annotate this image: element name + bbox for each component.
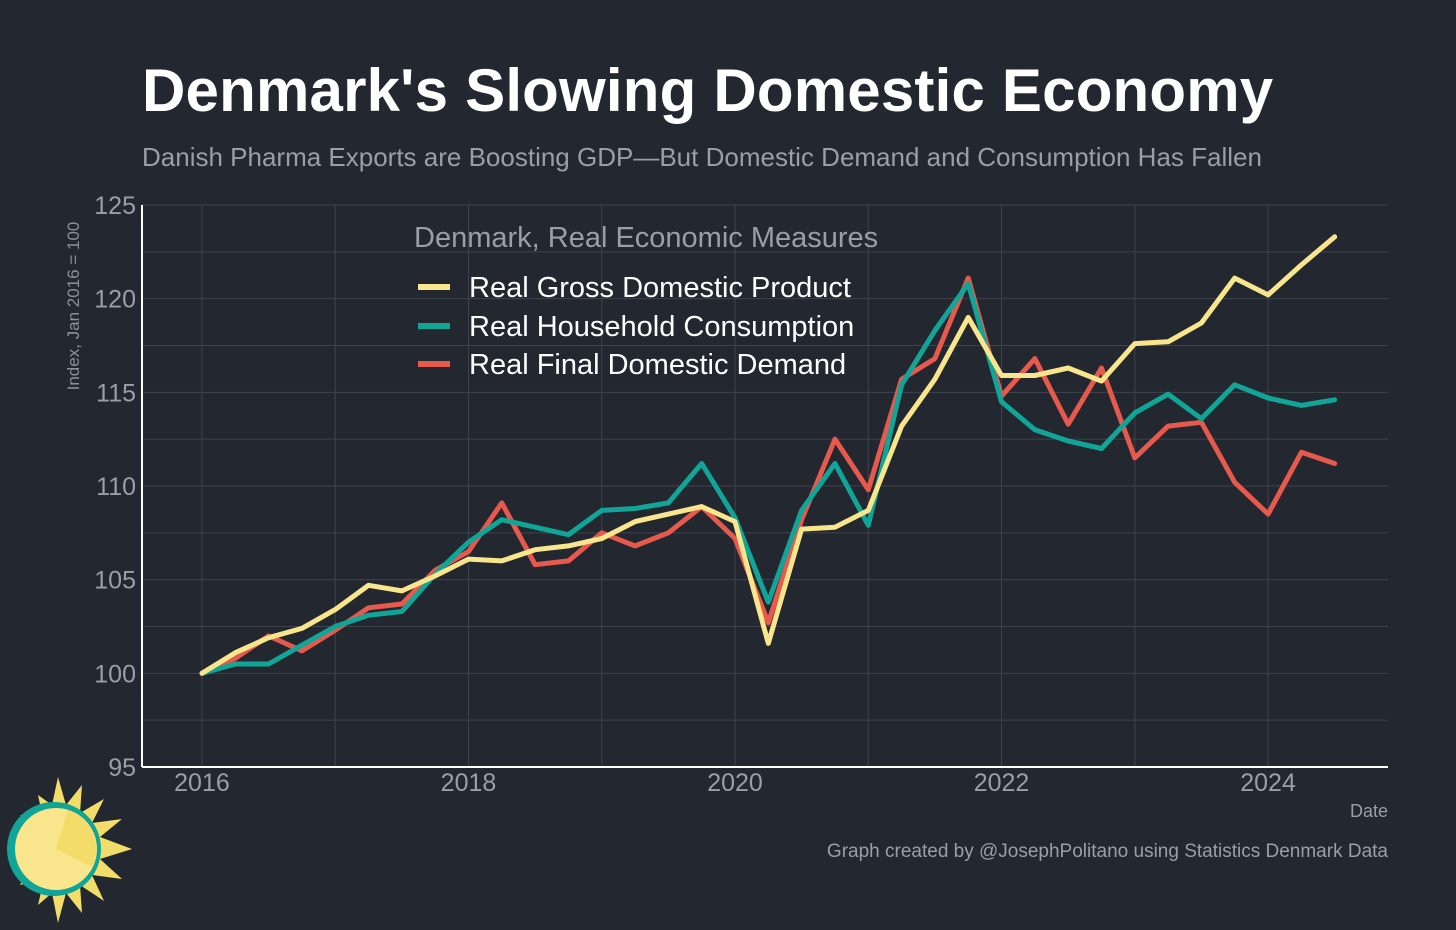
y-axis-label: Index, Jan 2016 = 100 [64,221,83,391]
y-tick-label: 100 [94,660,136,688]
y-tick-label: 105 [94,567,136,595]
y-tick-label: 95 [108,754,136,782]
x-tick-label: 2020 [707,769,763,797]
tick-labels: 95 100 105 110 115 120 125 2016 2018 2020 2022 2024 [94,192,1296,797]
chart-subtitle: Danish Pharma Exports are Boosting GDP—B… [142,142,1262,172]
series-lines [199,234,1338,676]
x-tick-label: 2022 [974,769,1030,797]
legend-label-demand: Real Final Domestic Demand [469,349,847,381]
y-tick-label: 115 [96,379,136,407]
x-axis-label: Date [1349,801,1388,821]
legend-title: Denmark, Real Economic Measures [414,222,879,254]
axes [141,205,1388,768]
series-line-demand [199,275,1338,676]
legend-swatch-consumption [418,323,450,329]
chart-title: Denmark's Slowing Domestic Economy [142,57,1274,124]
legend-label-consumption: Real Household Consumption [469,311,855,343]
sun-shade [56,810,97,867]
x-tick-label: 2024 [1240,769,1296,797]
y-tick-label: 110 [96,473,136,501]
series-line-gdp [199,234,1338,676]
y-tick-label: 120 [94,286,136,314]
legend-swatch-gdp [418,284,450,290]
source-caption: Graph created by @JosephPolitano using S… [826,841,1388,862]
grid-lines [142,204,1388,767]
legend-swatch-demand [418,361,450,367]
series-line-consumption [199,281,1338,676]
sun-logo-icon [7,777,132,923]
x-tick-label: 2016 [174,769,230,797]
y-tick-label: 125 [94,192,136,220]
x-tick-label: 2018 [441,769,497,797]
legend-label-gdp: Real Gross Domestic Product [469,272,851,304]
